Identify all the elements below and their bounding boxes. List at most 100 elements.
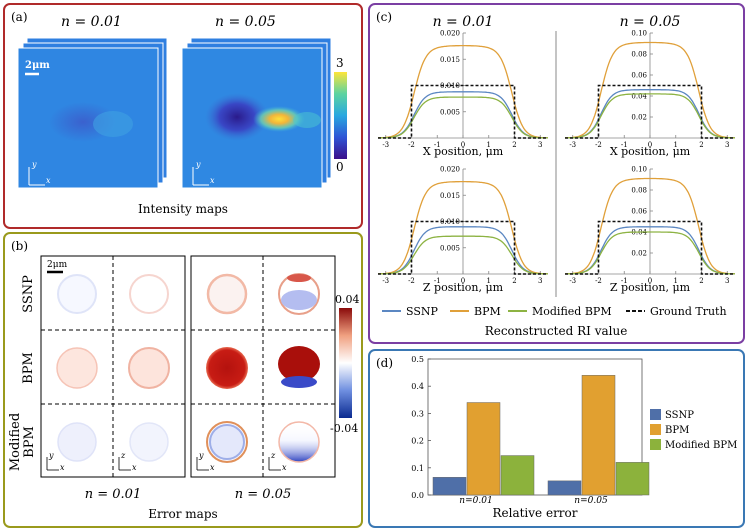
axis-z-label: z (120, 451, 126, 460)
error-row-bpm (56, 346, 320, 389)
x-tick-label: 3 (725, 141, 729, 149)
x-tick-label: 3 (538, 141, 542, 149)
panel-c-caption: Reconstructed RI value (485, 324, 628, 338)
axis-x-label: x (132, 463, 137, 472)
colorbar-max-a: 3 (336, 56, 344, 70)
y-tick-label: 0.4 (411, 382, 424, 391)
series-line-modified-bpm (565, 231, 735, 275)
panel-d: (d) 0.0 0.1 0.2 0.3 0.4 0.5 SSNP BPM Modified… (368, 349, 745, 528)
col-label-left: n = 0.01 (85, 487, 141, 502)
panel-c-label: (c) (376, 10, 392, 24)
panel-b: (b) 2μm (3, 232, 363, 528)
panel-c: (c) n = 0.01 n = 0.05 -3 -2 -1 0 1 2 3 0.005 0.0… (368, 3, 745, 344)
series-line-ssnp (378, 91, 548, 139)
legend-d-modified-bpm: Modified BPM (665, 440, 737, 451)
row-label-ssnp: SSNP (21, 275, 36, 313)
bar-bpm-1 (466, 402, 501, 496)
colorbar-max-b: 0.04 (335, 293, 360, 306)
y-tick-label: 0.015 (440, 192, 460, 200)
relative-error-figure: (d) 0.0 0.1 0.2 0.3 0.4 0.5 SSNP BPM Modified… (376, 355, 737, 520)
x-tick-label: 1 (487, 141, 491, 149)
legend-swatch-ssnp (650, 409, 661, 420)
panel-b-label: (b) (11, 239, 28, 253)
y-tick-label: 0.005 (440, 244, 460, 252)
series-line-ground-truth (378, 220, 548, 275)
axis-x-label: x (60, 463, 65, 472)
series-line-bpm (564, 41, 736, 139)
legend-d-ssnp: SSNP (665, 410, 694, 421)
y-tick-label: 0.04 (631, 93, 647, 101)
x-tick-label: -2 (408, 277, 415, 285)
scale-bar-label-a: 2μm (25, 60, 50, 71)
y-tick-label: 0.1 (411, 464, 424, 473)
y-tick-label: 0.06 (631, 72, 647, 80)
col-title-left: n = 0.01 (433, 14, 494, 30)
axis-y-label: y (195, 160, 201, 169)
bar-ssnp-1 (432, 477, 467, 496)
xlabel-4: Z position, μm (610, 281, 691, 294)
bar-modified-bpm-1 (500, 455, 535, 496)
panel-a-n-left: n = 0.01 (61, 14, 122, 30)
legend-c: SSNP BPM Modified BPM Ground Truth (382, 305, 727, 318)
x-tick-label: 2 (699, 141, 703, 149)
intensity-colorbar (334, 72, 347, 159)
error-row-ssnp (57, 273, 320, 315)
series-line-bpm (564, 177, 736, 275)
legend-d: SSNP BPM Modified BPM (650, 409, 737, 451)
row-label-modified-line2: BPM (22, 426, 37, 458)
axis-x-label: x (282, 463, 287, 472)
x-tick-label: -2 (595, 141, 602, 149)
legend-bpm: BPM (474, 305, 501, 318)
y-tick-label: 0.010 (440, 218, 460, 226)
profile-plot-3: -3 -2 -1 0 1 2 3 0.005 0.010 0.015 0.020 (377, 166, 549, 285)
bar-modified-bpm-2 (615, 462, 650, 496)
x-tick-label: 3 (725, 277, 729, 285)
intensity-stack-right: y x (181, 37, 332, 189)
colorbar-min-a: 0 (336, 160, 344, 174)
panel-b-caption: Error maps (148, 507, 217, 521)
panel-d-label: (d) (376, 356, 393, 370)
x-tick-label: 2 (699, 277, 703, 285)
intensity-stack-left: 2μm y x (17, 37, 168, 189)
series-line-ssnp (378, 226, 548, 275)
legend-ssnp: SSNP (406, 305, 439, 318)
plot-frame (427, 358, 643, 496)
cat-label-2: n=0.05 (574, 496, 608, 506)
ri-profiles-figure: (c) n = 0.01 n = 0.05 -3 -2 -1 0 1 2 3 0.005 0.0… (376, 10, 736, 338)
x-tick-label: 0 (461, 141, 465, 149)
x-tick-label: 2 (512, 141, 516, 149)
series-line-ground-truth (378, 84, 548, 139)
legend-swatch-mbpm (650, 439, 661, 450)
series-line-ground-truth (565, 220, 735, 275)
axis-y-label: y (198, 451, 204, 460)
axis-y-label: y (48, 451, 54, 460)
bar-ssnp-2 (547, 480, 582, 496)
intensity-maps-figure: (a) n = 0.01 n = 0.05 2μm y x (11, 10, 347, 216)
y-tick-label: 0.0 (411, 491, 424, 500)
profile-plot-1: -3 -2 -1 0 1 2 3 0.005 0.010 0.015 0.020 (377, 30, 549, 149)
col-title-right: n = 0.05 (620, 14, 681, 30)
y-tick-label: 0.02 (631, 114, 647, 122)
y-tick-label: 0.02 (631, 250, 647, 258)
panel-d-caption: Relative error (492, 506, 577, 520)
xlabel-2: X position, μm (610, 145, 691, 158)
x-tick-label: -1 (621, 277, 628, 285)
axis-x-label: x (210, 176, 215, 185)
legend-swatch-bpm (650, 424, 661, 435)
x-tick-label: 2 (512, 277, 516, 285)
x-tick-label: 1 (674, 141, 678, 149)
y-tick-label: 0.020 (440, 166, 460, 174)
legend-modified-bpm: Modified BPM (532, 305, 612, 318)
x-tick-label: -3 (569, 141, 576, 149)
error-maps-figure: (b) 2μm (8, 239, 360, 521)
x-tick-label: -3 (382, 141, 389, 149)
x-tick-label: 1 (487, 277, 491, 285)
legend-d-bpm: BPM (665, 425, 689, 436)
xlabel-3: Z position, μm (423, 281, 504, 294)
y-tick-label: 0.5 (411, 355, 424, 364)
y-tick-label: 0.005 (440, 108, 460, 116)
y-tick-label: 0.08 (631, 187, 647, 195)
row-label-bpm: BPM (21, 352, 36, 384)
col-label-right: n = 0.05 (235, 487, 291, 502)
